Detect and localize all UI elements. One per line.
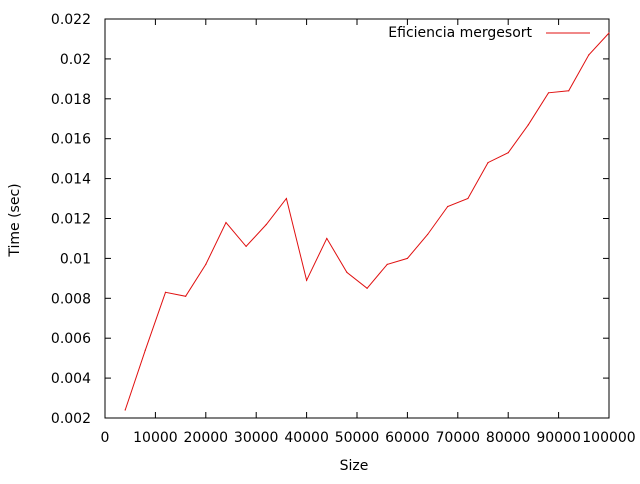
data-point	[164, 291, 167, 293]
y-tick-label: 0.012	[51, 212, 91, 228]
data-point	[406, 257, 408, 259]
data-point	[285, 197, 288, 200]
x-tick-label: 70000	[436, 430, 481, 446]
data-point	[426, 233, 429, 236]
x-tick-label: 30000	[234, 430, 279, 446]
y-tick-label: 0.004	[51, 371, 91, 387]
data-point	[185, 295, 187, 297]
legend: Eficiencia mergesort	[388, 25, 590, 41]
data-point	[568, 90, 570, 92]
data-point	[527, 124, 529, 126]
data-point	[124, 409, 126, 411]
data-point	[245, 245, 247, 248]
x-tick-label: 100000	[582, 430, 635, 446]
plot-border	[104, 18, 610, 419]
series-line-mergesort	[124, 32, 610, 411]
data-point	[608, 32, 610, 34]
y-tick-label: 0.008	[51, 291, 91, 307]
data-point	[547, 92, 550, 94]
y-tick-label: 0.016	[51, 132, 91, 148]
data-point	[144, 349, 146, 351]
x-tick-label: 80000	[486, 430, 531, 446]
data-point	[447, 205, 449, 208]
data-point	[366, 287, 368, 289]
x-tick-label: 10000	[133, 430, 178, 446]
data-point	[265, 223, 267, 226]
data-point	[507, 152, 509, 154]
y-tick-label: 0.022	[51, 12, 91, 28]
y-tick-label: 0.018	[51, 92, 91, 108]
y-axis-label: Time (sec)	[7, 183, 23, 257]
x-tick-label: 90000	[536, 430, 581, 446]
x-axis-label: Size	[340, 458, 369, 474]
data-point	[205, 263, 207, 265]
y-tick-label: 0.006	[51, 331, 91, 347]
data-point	[346, 271, 348, 273]
x-tick-label: 60000	[385, 430, 430, 446]
data-point	[326, 237, 328, 240]
y-tick-label: 0.01	[60, 251, 91, 267]
x-tick-label: 50000	[335, 430, 380, 446]
data-point	[225, 221, 227, 224]
x-tick-label: 0	[101, 430, 110, 446]
data-point	[467, 197, 469, 200]
y-tick-label: 0.02	[60, 52, 91, 68]
legend-label: Eficiencia mergesort	[388, 25, 532, 41]
data-point	[588, 54, 590, 56]
data-point	[306, 279, 308, 281]
tick-labels: 0 10000 20000 30000 40000 50000 60000 70000 8000…	[51, 12, 636, 446]
y-tick-label: 0.002	[51, 411, 91, 427]
y-tick-label: 0.014	[51, 172, 91, 188]
series-lines	[124, 32, 610, 411]
axes	[104, 18, 610, 419]
x-tick-label: 40000	[284, 430, 329, 446]
x-tick-label: 20000	[184, 430, 229, 446]
data-point	[386, 263, 388, 265]
data-point	[487, 162, 489, 164]
tick-marks	[104, 18, 610, 419]
